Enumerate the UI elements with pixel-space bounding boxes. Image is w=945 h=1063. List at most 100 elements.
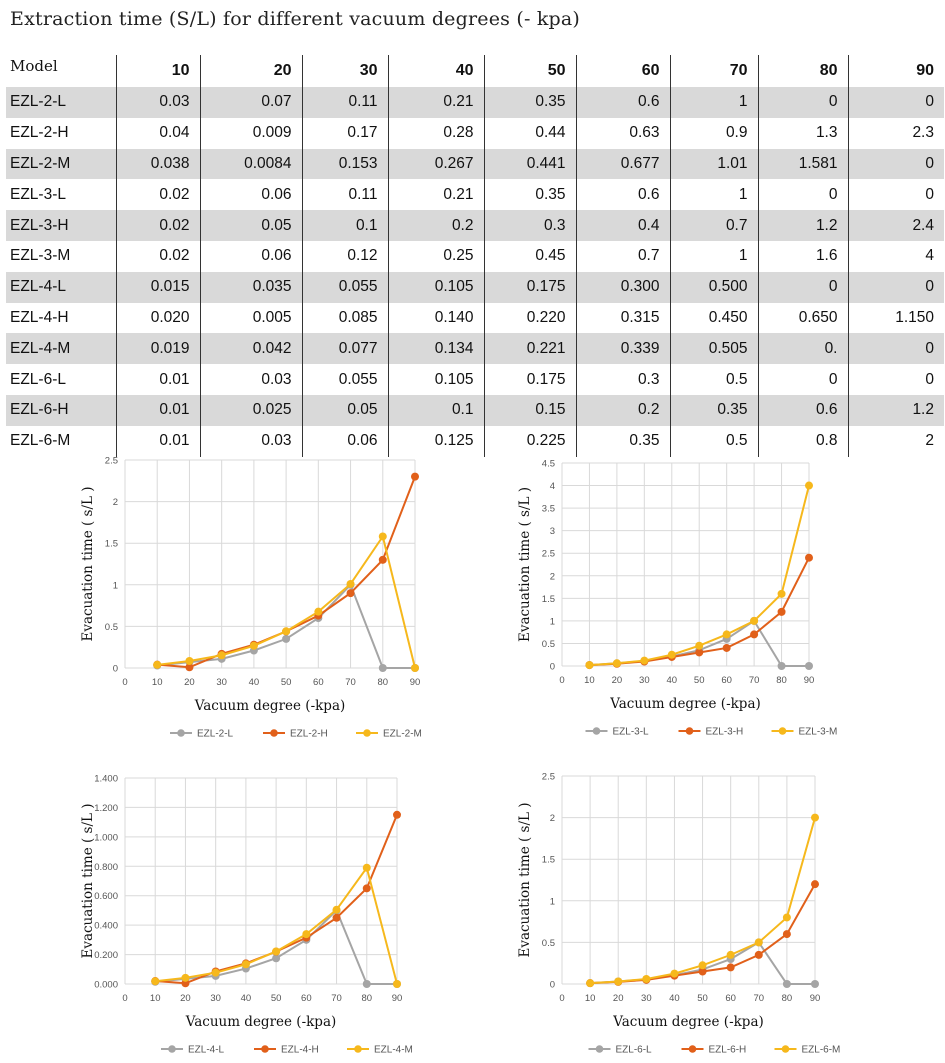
y-tick-label: 0.5 [542,639,555,650]
x-tick-label: 20 [180,993,191,1004]
value-cell: 0.35 [575,425,670,457]
header-kpa-40: 40 [387,55,484,87]
table-row: EZL-4-L 0.015 0.035 0.055 0.105 0.175 0.300 0.5… [6,271,944,303]
value-cell: 0.63 [575,117,670,149]
x-tick-label: 50 [271,993,282,1004]
value-cell: 0.020 [115,302,200,334]
x-axis-title: Vacuum degree (-kpa) [185,1014,337,1030]
table-row: EZL-3-M 0.02 0.06 0.12 0.25 0.45 0.7 1 1.6 4 [6,240,944,272]
data-point [640,656,649,665]
y-axis-title: Evacuation time ( s/L ) [517,802,533,957]
value-cell: 0.35 [483,179,576,211]
data-point [411,472,419,481]
value-cell: 0.05 [301,394,388,426]
x-tick-label: 0 [559,993,564,1004]
data-point [181,973,190,982]
y-tick-label: 2.5 [105,456,118,467]
value-cell: 0.11 [301,179,388,211]
value-cell: 0.17 [301,117,388,149]
x-tick-label: 40 [241,993,252,1004]
value-cell: 1.2 [847,394,944,426]
value-cell: 0.339 [575,333,670,365]
y-tick-label: 1 [550,896,555,907]
x-tick-label: 70 [749,675,760,686]
model-cell: EZL-4-L [6,271,116,303]
y-tick-label: 0 [550,980,555,991]
value-cell: 0 [757,271,848,303]
value-cell: 0. [757,333,848,365]
data-point [614,977,623,986]
legend-marker [363,729,371,737]
data-point [667,650,676,659]
data-point [393,980,401,988]
value-cell: 1 [669,179,758,211]
data-point [698,961,707,970]
data-point [332,905,341,914]
value-cell: 1.3 [757,117,848,149]
y-tick-label: 2 [113,497,118,508]
data-point [585,661,594,670]
x-tick-label: 70 [345,677,356,688]
header-model: Model [10,57,58,75]
y-tick-label: 0.800 [94,862,118,873]
y-tick-label: 0.000 [94,980,118,991]
data-point [586,979,595,988]
header-kpa-70: 70 [669,55,758,87]
table-row: EZL-2-M 0.038 0.0084 0.153 0.267 0.441 0.677 1.… [6,148,944,180]
legend-label: EZL-3-M [799,727,838,738]
model-cell: EZL-2-M [6,148,116,180]
data-point [362,980,371,988]
data-point [722,643,731,652]
data-point [698,967,707,976]
data-point [346,579,355,588]
data-point [695,641,704,650]
legend-marker [270,729,278,737]
value-cell: 0.7 [575,240,670,272]
data-point [750,616,759,625]
x-axis-title: Vacuum degree (-kpa) [194,698,346,714]
data-point [695,648,704,657]
value-cell: 0.267 [387,148,484,180]
data-point [362,884,371,893]
value-cell: 4 [847,240,944,272]
data-point [811,813,819,822]
data-point [411,664,419,672]
value-cell: 0.5 [669,425,758,457]
value-cell: 0.134 [387,333,484,365]
value-cell: 0.01 [115,364,200,395]
data-point [782,930,791,939]
x-tick-label: 60 [721,675,732,686]
y-tick-label: 0.600 [94,891,118,902]
y-tick-label: 2 [550,571,555,582]
y-tick-label: 3 [550,526,555,537]
value-cell: 0.06 [199,179,302,211]
value-cell: 0.7 [669,210,758,241]
value-cell: 0.03 [199,364,302,395]
data-point [362,863,371,872]
legend-marker [688,1045,697,1053]
data-point [754,950,763,959]
data-point [272,954,281,963]
legend-label: EZL-4-H [281,1045,319,1056]
data-point [811,980,819,988]
header-kpa-20: 20 [199,55,302,87]
x-tick-label: 40 [666,675,677,686]
value-cell: 0.1 [301,210,388,241]
data-point [722,630,731,639]
data-point [282,627,291,636]
y-tick-label: 0.5 [542,938,555,949]
value-cell: 0.1 [387,394,484,426]
data-point [346,589,355,598]
value-cell: 1 [669,87,758,118]
y-axis-title: Evacuation time ( s/L ) [80,486,96,641]
chart-ezl-2: 0 10 20 30 40 50 60 70 80 90 0 0.5 1 1.5 2 2.5 Vacuum de… [60,450,440,745]
data-point [378,664,387,672]
model-cell: EZL-4-M [6,333,116,365]
x-tick-label: 70 [331,993,342,1004]
data-point [805,481,813,490]
data-point [332,913,341,922]
x-tick-label: 60 [313,677,324,688]
legend-label: EZL-2-L [197,729,234,740]
header-kpa-80: 80 [757,55,848,87]
y-tick-label: 2 [550,813,555,824]
